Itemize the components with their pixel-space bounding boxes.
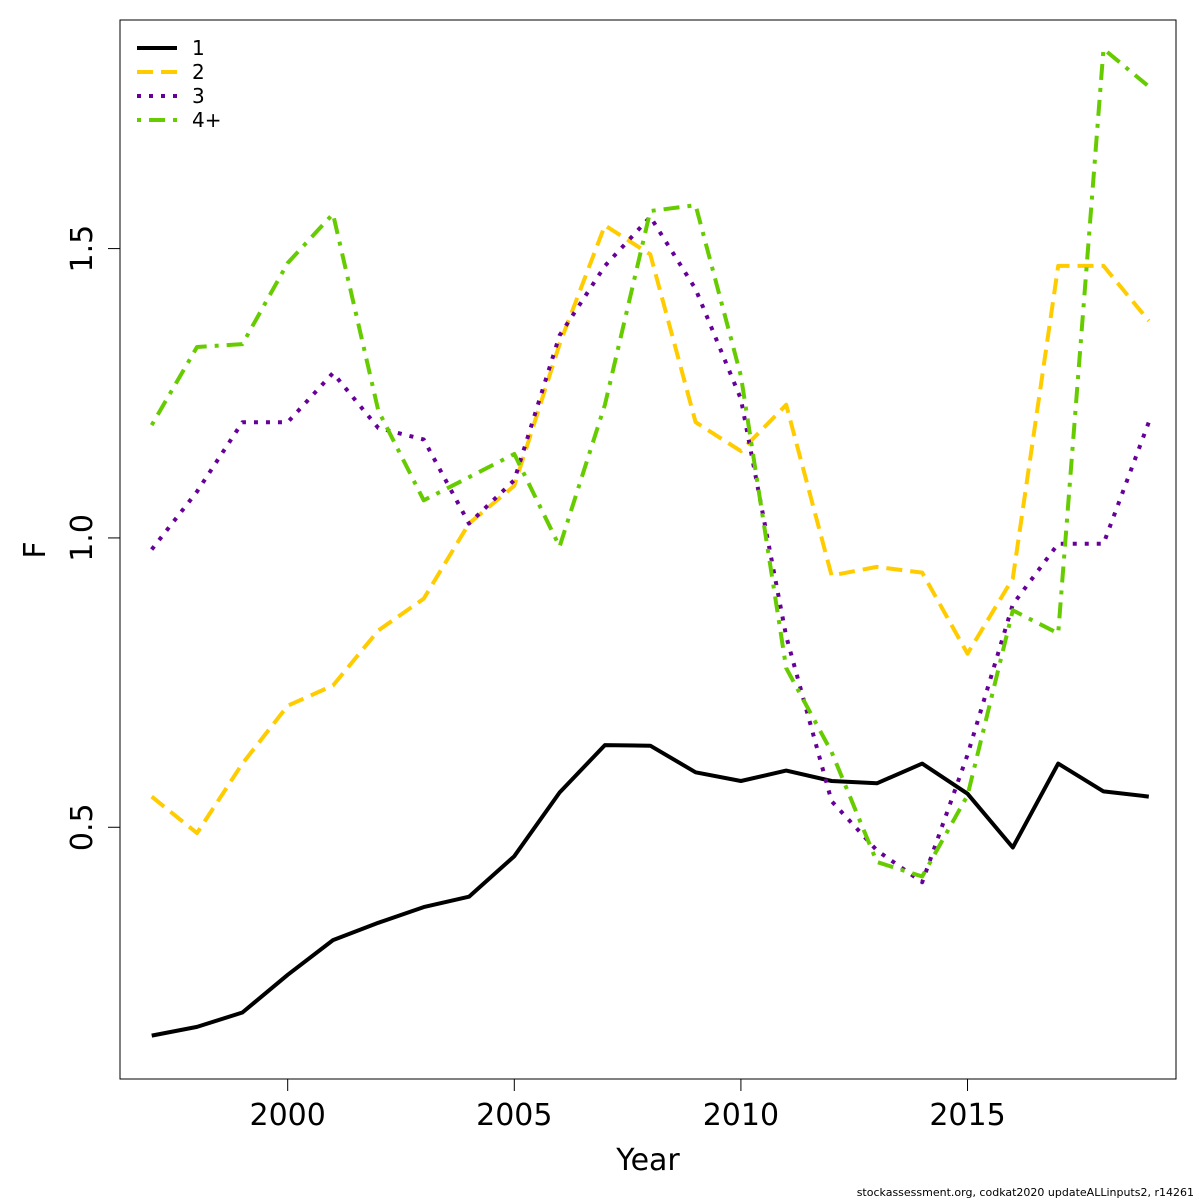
x-tick-label: 2010 [703, 1098, 779, 1133]
series-line-4 [149, 46, 1151, 879]
y-tick-label: 1.5 [65, 225, 100, 273]
footer-credit: stockassessment.org, codkat2020 updateAL… [857, 1186, 1194, 1199]
x-tick-label: 2005 [476, 1098, 552, 1133]
legend-label: 3 [192, 84, 205, 108]
y-tick-label: 0.5 [65, 803, 100, 851]
legend-label: 2 [192, 60, 205, 84]
y-tick-label: 1.0 [65, 514, 100, 562]
legend-label: 1 [192, 36, 205, 60]
y-axis: 0.5 1.0 1.5 [65, 225, 121, 851]
x-tick-label: 2000 [250, 1098, 326, 1133]
x-tick-label: 2015 [929, 1098, 1005, 1133]
x-axis-title: Year [615, 1143, 680, 1178]
y-axis-title: F [18, 541, 53, 558]
series-layer [149, 46, 1151, 1038]
series-line-3 [150, 214, 1151, 885]
series-line-1 [151, 743, 1150, 1038]
series-line-2 [150, 223, 1151, 836]
x-axis: 2000 2005 2010 2015 [250, 1078, 1006, 1133]
legend-label: 4+ [192, 108, 221, 132]
